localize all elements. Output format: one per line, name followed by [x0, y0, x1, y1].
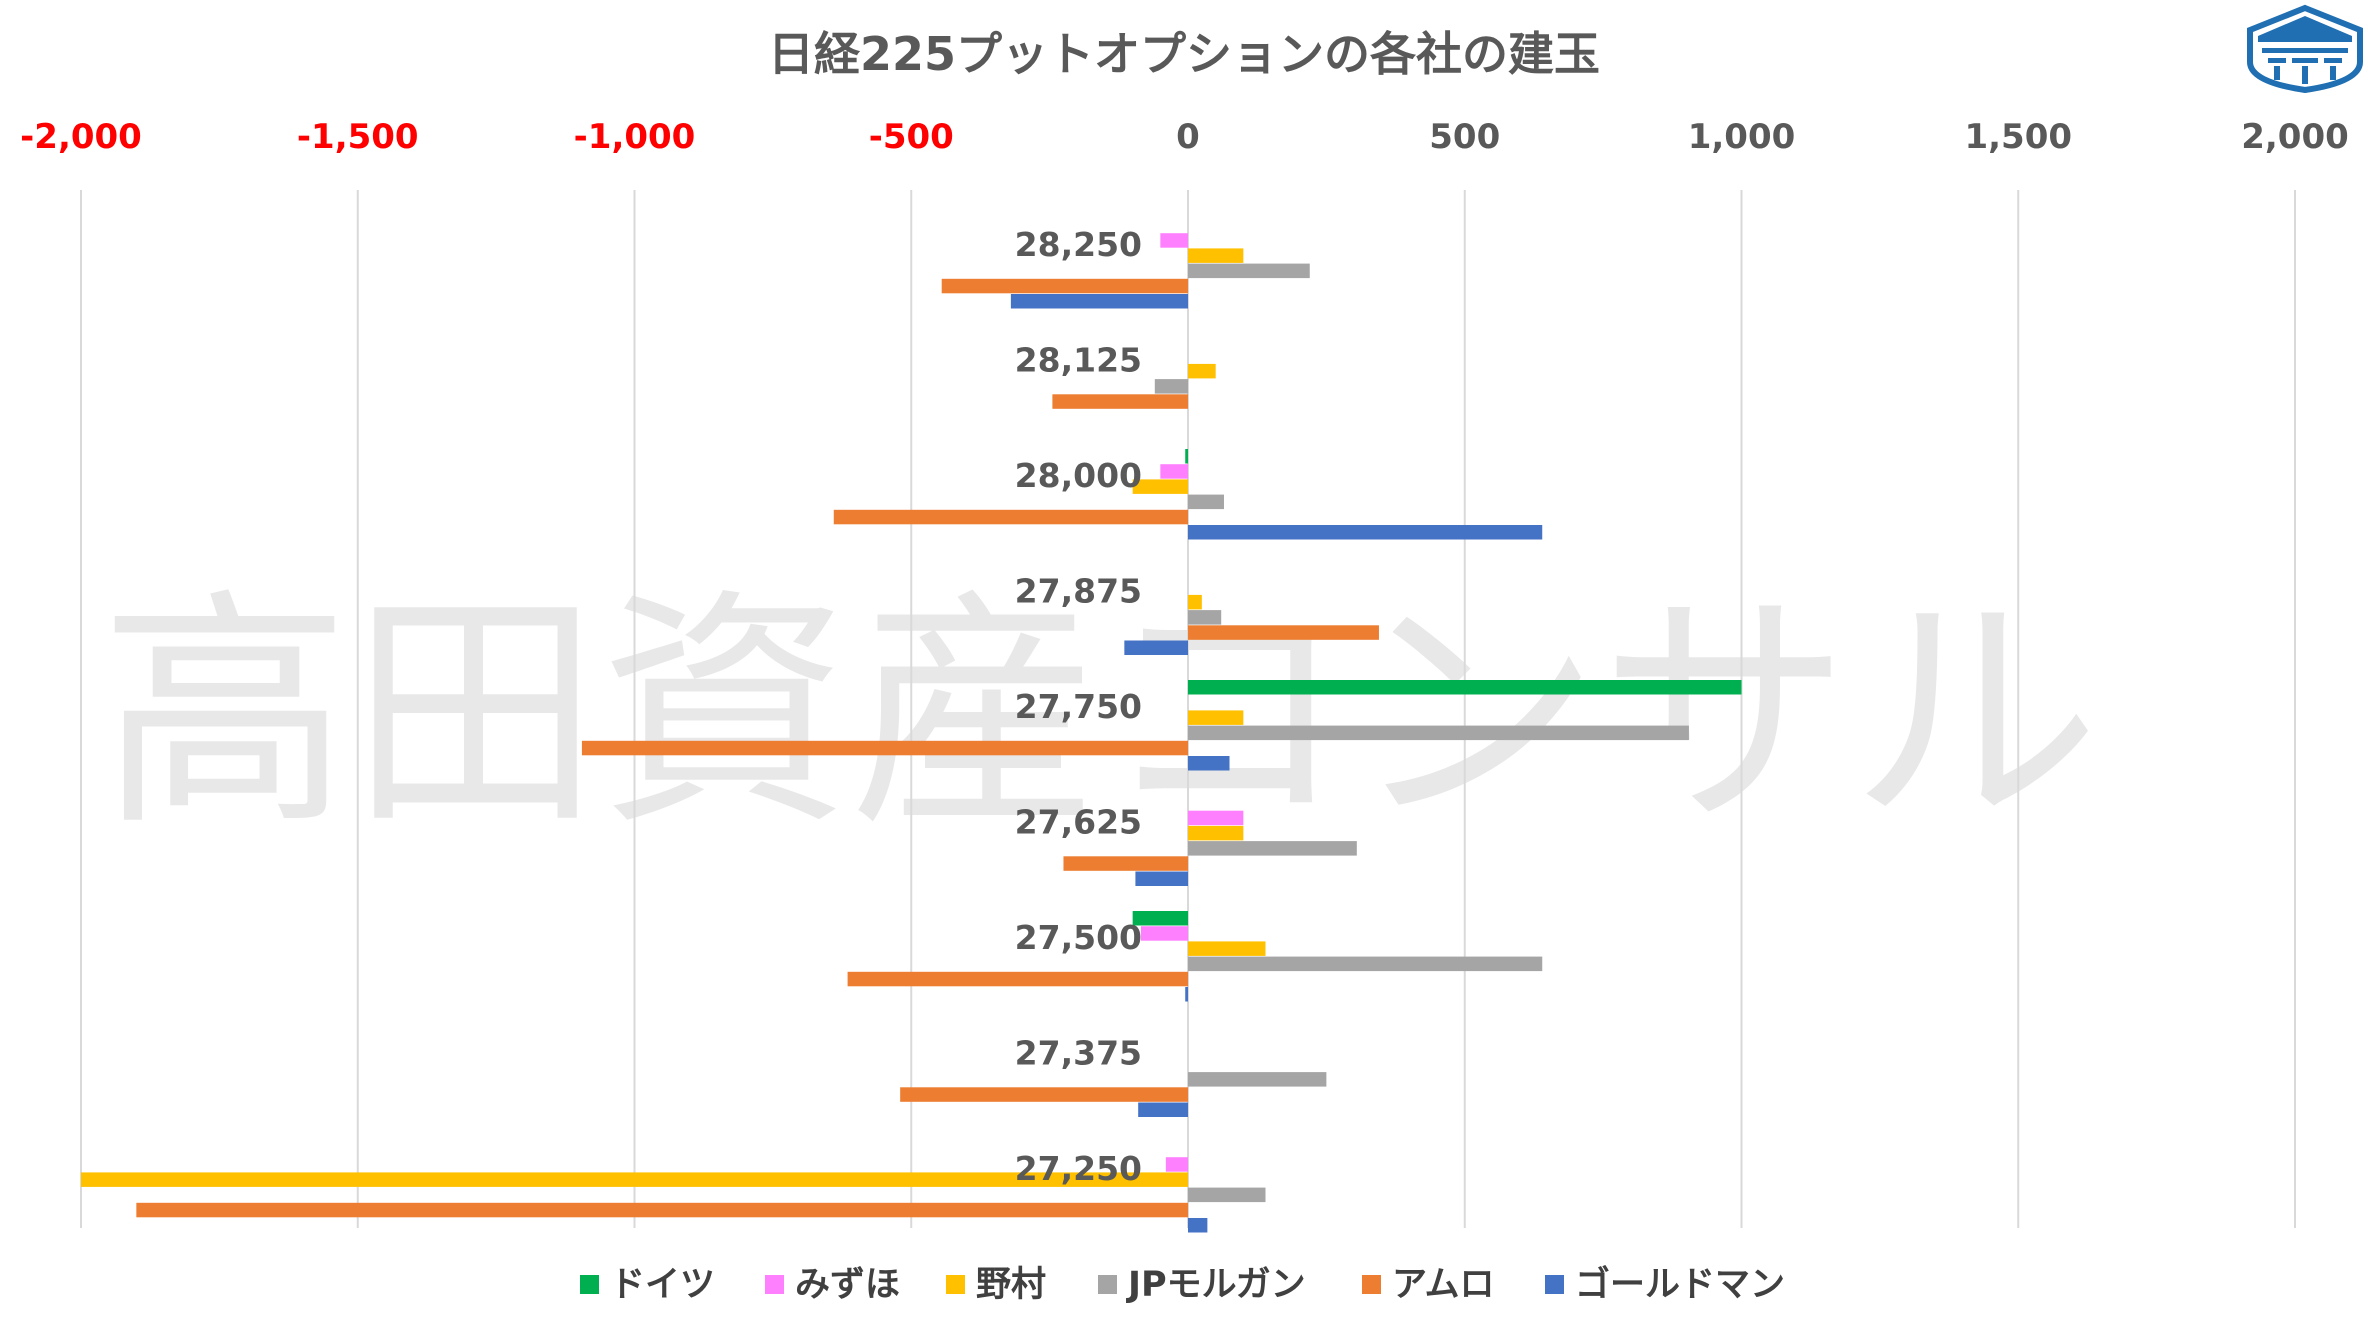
- bar: [1132, 479, 1188, 494]
- bar: [1188, 594, 1202, 610]
- bar: [1188, 1218, 1208, 1233]
- bar: [1188, 756, 1230, 771]
- x-tick-label: 1,500: [1964, 117, 2072, 157]
- bar: [1160, 233, 1188, 248]
- bar: [1188, 363, 1216, 379]
- bar: [900, 1087, 1188, 1102]
- x-tick-label: -1,000: [574, 117, 696, 157]
- legend-label: ドイツ: [610, 1265, 715, 1305]
- bar: [1010, 294, 1188, 309]
- x-tick-label: 500: [1429, 117, 1500, 157]
- bar: [1165, 1157, 1188, 1172]
- bar: [136, 1202, 1189, 1218]
- category-label: 27,750: [1015, 687, 1142, 726]
- bar: [1132, 911, 1188, 926]
- bar: [1188, 1187, 1266, 1203]
- bar: [1188, 956, 1543, 972]
- category-label: 28,250: [1015, 225, 1142, 264]
- bar: [1188, 825, 1244, 841]
- bar: [1185, 987, 1188, 1002]
- legend-label: 野村: [976, 1265, 1046, 1305]
- category-label: 27,500: [1015, 918, 1142, 957]
- category-label: 28,125: [1015, 341, 1142, 380]
- bar: [1188, 494, 1224, 510]
- bar: [1188, 625, 1379, 640]
- legend-label: アムロ: [1392, 1265, 1495, 1305]
- bar: [941, 278, 1188, 294]
- bar: [833, 509, 1188, 525]
- legend-swatch: [1545, 1275, 1564, 1294]
- legend-swatch: [946, 1275, 965, 1294]
- bar: [1188, 525, 1543, 540]
- bar: [1188, 263, 1310, 279]
- legend-label: みずほ: [795, 1265, 900, 1305]
- shield-logo-icon: [2247, 4, 2363, 94]
- bar: [1154, 379, 1188, 394]
- bar: [1188, 710, 1244, 725]
- bar: [1140, 926, 1188, 941]
- bar: [1063, 856, 1188, 871]
- x-tick-label: -1,500: [297, 117, 419, 157]
- category-label: 27,875: [1015, 572, 1142, 611]
- bar: [1124, 640, 1188, 655]
- legend-swatch: [1362, 1275, 1381, 1294]
- category-label: 27,250: [1015, 1149, 1142, 1188]
- x-tick-label: -2,000: [20, 117, 142, 157]
- bar: [581, 740, 1188, 756]
- x-tick-label: 0: [1176, 117, 1200, 157]
- watermark-text: 高田資産コンサル: [100, 568, 2100, 859]
- bar: [81, 1172, 1188, 1187]
- bar: [1185, 449, 1188, 464]
- x-tick-label: 1,000: [1688, 117, 1796, 157]
- x-tick-label: 2,000: [2241, 117, 2349, 157]
- category-label: 28,000: [1015, 456, 1142, 495]
- bar: [1188, 941, 1266, 956]
- legend-swatch: [1098, 1275, 1117, 1294]
- bar: [1188, 248, 1244, 263]
- bar: [1188, 610, 1222, 625]
- category-label: 27,625: [1015, 803, 1142, 842]
- bar: [1188, 725, 1689, 741]
- legend-label: JPモルガン: [1126, 1265, 1306, 1305]
- bar: [1188, 1072, 1327, 1087]
- bar: [1052, 394, 1188, 409]
- legend-swatch: [580, 1275, 599, 1294]
- bar: [1160, 464, 1188, 479]
- bar: [1188, 810, 1244, 826]
- chart-title: 日経225プットオプションの各社の建玉: [768, 27, 1600, 81]
- legend-swatch: [765, 1275, 784, 1294]
- category-label: 27,375: [1015, 1034, 1142, 1073]
- bar: [847, 971, 1188, 987]
- bar: [1188, 680, 1742, 695]
- bar: [1135, 871, 1188, 886]
- x-tick-label: -500: [869, 117, 954, 157]
- legend-label: ゴールドマン: [1575, 1264, 1785, 1305]
- bar: [1188, 841, 1357, 856]
- bar: [1138, 1102, 1188, 1117]
